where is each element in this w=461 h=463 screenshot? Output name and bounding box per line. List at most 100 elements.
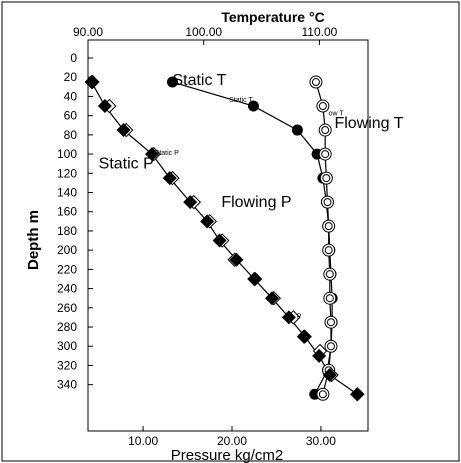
data-point-filled-diamond [84, 75, 99, 90]
y-tick-label: 220 [57, 262, 77, 276]
data-point-filled-diamond [229, 252, 244, 267]
inner-ring [321, 150, 330, 159]
data-point-double-circle [316, 99, 330, 113]
y-tick-label: 160 [57, 205, 77, 219]
series-label-small: Static P [155, 150, 179, 157]
y-tick-label: 260 [57, 301, 77, 315]
outer-ring [318, 147, 332, 161]
bottom-tick-label: 20.00 [217, 434, 247, 448]
inner-ring [318, 390, 327, 399]
data-point-filled-diamond [265, 291, 279, 306]
top-tick-label: 100.00 [185, 25, 222, 39]
series-label-small: P [297, 313, 302, 320]
y-tick-label: 20 [64, 70, 78, 84]
inner-ring [311, 78, 320, 87]
top-tick-label: 110.00 [301, 25, 337, 39]
inner-ring [324, 222, 333, 231]
inner-ring [325, 270, 334, 279]
y-tick-label: 240 [57, 282, 77, 296]
y-tick-label: 320 [57, 358, 77, 372]
data-point-filled-diamond [350, 387, 365, 402]
bottom-tick-label: 30.00 [306, 434, 336, 448]
outer-ring [318, 123, 332, 137]
series-label: Static T [172, 72, 226, 89]
y-tick-label: 0 [70, 51, 77, 65]
data-point-filled-circle [247, 100, 259, 112]
data-point-double-circle [319, 171, 333, 185]
data-point-filled-diamond [183, 195, 198, 210]
data-point-filled-circle [291, 124, 303, 136]
data-point-double-circle [323, 291, 337, 305]
data-point-double-circle [309, 75, 323, 89]
y-tick-label: 340 [57, 378, 77, 392]
top-tick-label: 90.00 [73, 25, 103, 39]
data-point-double-circle [322, 243, 336, 257]
data-point-filled-diamond [212, 233, 227, 248]
series-label: Flowing P [221, 194, 291, 211]
bottom-tick-label: 10.00 [128, 434, 158, 448]
data-point-filled-diamond [116, 123, 131, 138]
data-point-filled-diamond [200, 214, 215, 229]
data-point-filled-circle [166, 76, 178, 88]
inner-ring [318, 102, 327, 111]
inner-ring [323, 198, 332, 207]
y-tick-label: 200 [57, 243, 77, 257]
outer-ring [322, 243, 336, 257]
outer-ring [324, 315, 338, 329]
y-tick-label: 300 [57, 339, 77, 353]
data-point-filled-diamond [281, 310, 296, 325]
data-point-double-circle [323, 267, 337, 281]
outer-ring [316, 99, 330, 113]
y-axis-label: Depth m [25, 210, 42, 270]
data-point-filled-diamond [297, 329, 312, 344]
inner-ring [325, 294, 334, 303]
data-point-double-circle [316, 387, 330, 401]
y-tick-label: 280 [57, 320, 77, 334]
data-point-filled-diamond [247, 271, 262, 286]
y-tick-label: 180 [57, 224, 77, 238]
y-tick-label: 140 [57, 186, 77, 200]
inner-ring [324, 246, 333, 255]
y-tick-label: 120 [57, 166, 77, 180]
outer-ring [321, 195, 335, 209]
data-point-double-circle [318, 123, 332, 137]
series-label-small: ow T [329, 111, 345, 118]
annotations: Static T Static T Flowing Tow T Static PSta… [99, 72, 404, 320]
data-point-double-circle [322, 219, 336, 233]
outer-ring [323, 267, 337, 281]
y-tick-label: 100 [57, 147, 77, 161]
data-point-double-circle [324, 315, 338, 329]
outer-ring [309, 75, 323, 89]
data-point-filled-diamond [312, 348, 327, 363]
bottom-axis-label: Pressure kg/cm2 [171, 447, 284, 463]
series-line [91, 81, 358, 395]
series-label: Flowing T [334, 115, 403, 132]
inner-ring [322, 174, 331, 183]
outer-ring [323, 291, 337, 305]
outer-ring [316, 387, 330, 401]
data-point-filled-diamond [97, 99, 112, 114]
inner-ring [326, 342, 335, 351]
inner-ring [326, 318, 335, 327]
data-point-filled-diamond [322, 368, 337, 383]
data-point-double-circle [318, 147, 332, 161]
data-point-filled-diamond [145, 147, 159, 162]
data-point-double-circle [321, 195, 335, 209]
top-axis-label: Temperature °C [221, 9, 324, 25]
inner-ring [321, 126, 330, 135]
series-label: Static P [99, 155, 154, 172]
data-point-filled-diamond [162, 171, 177, 186]
y-tick-label: 40 [64, 89, 78, 103]
data-point-double-circle [324, 339, 338, 353]
outer-ring [319, 171, 333, 185]
outer-ring [324, 339, 338, 353]
y-tick-label: 80 [64, 128, 78, 142]
y-tick-label: 60 [64, 109, 78, 123]
plot-frame [87, 39, 369, 432]
series-markers [84, 74, 365, 402]
axis-ticks: 0 20 40 60 80 100 120 140 160 180 200 220 240 260 280 3… [57, 25, 338, 448]
outer-ring [322, 219, 336, 233]
